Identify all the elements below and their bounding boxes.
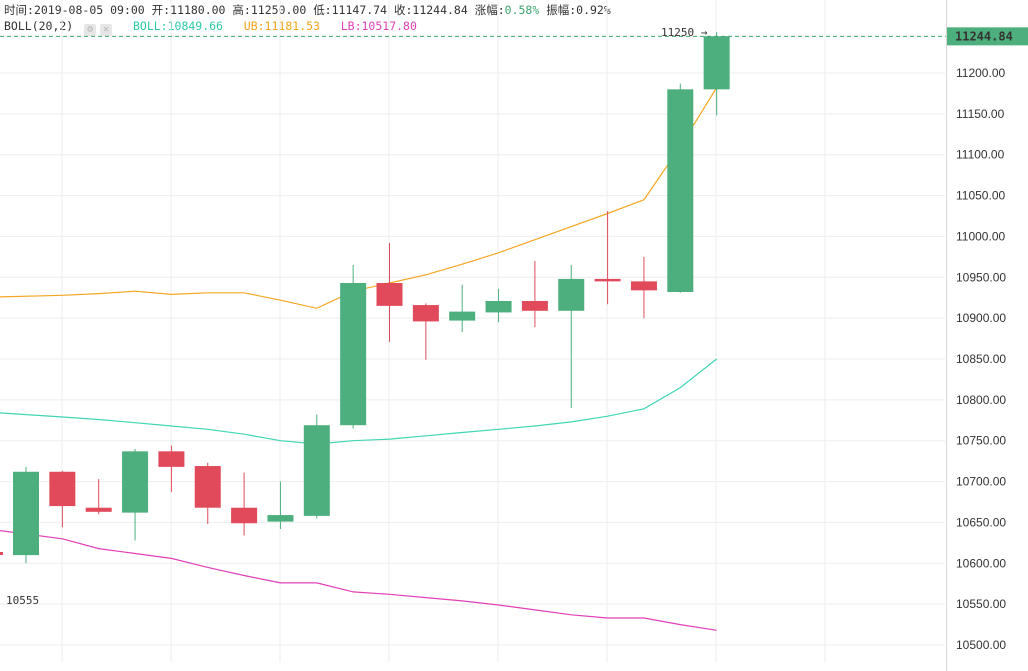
candle-body [667, 89, 694, 292]
close-label: 收: [393, 3, 413, 17]
candle-body [630, 281, 657, 291]
candle-body [194, 466, 221, 508]
lb-label: LB: [340, 19, 362, 33]
price-tick-label: 11000.00 [956, 229, 1005, 243]
low-marker: 10555 [6, 594, 39, 607]
candle-body [303, 425, 330, 516]
candle-body [158, 451, 185, 467]
candle-body [412, 305, 439, 322]
price-tick-label: 10800.00 [956, 393, 1006, 407]
high-label: 高: [232, 3, 251, 17]
open-label: 开: [151, 3, 171, 17]
low-marker-tick [0, 551, 3, 555]
indicator-name[interactable]: BOLL(20,2) [4, 19, 74, 33]
candle-body [231, 507, 258, 524]
price-tick-label: 10650.00 [956, 515, 1006, 529]
price-tick-label: 10700.00 [956, 475, 1006, 489]
price-tick-label: 11050.00 [956, 189, 1005, 203]
boll-value: 10849.66 [167, 19, 223, 33]
band-ub [0, 87, 718, 309]
candle-body [49, 471, 76, 507]
low-value: 11147.74 [331, 3, 388, 17]
price-tick-label: 11200.00 [956, 66, 1005, 80]
open-value: 11180.00 [170, 3, 226, 17]
candle-body [267, 515, 294, 522]
close-icon[interactable]: ✕ [100, 24, 113, 36]
price-tick-label: 10900.00 [956, 311, 1006, 325]
price-tick-label: 11100.00 [956, 148, 1005, 162]
price-tick-label: 10550.00 [956, 597, 1006, 611]
price-axis: 10500.00 10550.00 10600.00 10650.00 10700.00… [946, 0, 1006, 671]
candle-body [13, 471, 39, 556]
indicator-bar: BOLL(20,2) ⚙ ✕ BOLL:10849.66 UB:11181.53 … [4, 19, 417, 36]
boll-label: BOLL: [132, 19, 168, 33]
price-tick-label: 10600.00 [956, 556, 1006, 570]
candle-body [122, 451, 149, 513]
price-tick-label: 10850.00 [956, 352, 1006, 366]
bollinger-bands [0, 87, 718, 631]
high-value: 11250.00 [250, 3, 307, 17]
candle-body [85, 507, 112, 512]
price-tick-label: 10500.00 [956, 638, 1006, 652]
gear-icon[interactable]: ⚙ [84, 24, 97, 36]
ub-label: UB: [243, 19, 265, 33]
candle-body [340, 283, 367, 426]
band-boll [0, 358, 717, 445]
candle-body [521, 300, 548, 311]
time-label: 时间: [4, 3, 34, 17]
amplitude-value: 0.92% [576, 3, 611, 17]
change-value: 0.58% [504, 3, 540, 17]
last-price-badge-text: 11244.84 [955, 29, 1013, 43]
price-tick-label: 11150.00 [956, 107, 1005, 121]
candle-body [485, 300, 512, 313]
band-lb [0, 530, 717, 631]
last-price-badge [947, 27, 1028, 46]
candle-body [449, 311, 476, 321]
candles [13, 32, 730, 564]
change-label: 涨幅: [474, 3, 505, 17]
candle-body [703, 36, 730, 90]
low-label: 低: [313, 3, 332, 17]
amplitude-label: 振幅: [546, 3, 577, 17]
candle-body [376, 283, 403, 306]
ub-value: 11181.53 [264, 19, 320, 33]
chart-grid [0, 0, 945, 662]
high-marker: 11250 → [661, 26, 708, 39]
chart-overlay: 11244.84 11250 → 10555 [0, 26, 1028, 607]
candle-body [558, 278, 585, 311]
candle-body [594, 278, 621, 282]
price-tick-label: 10750.00 [956, 434, 1006, 448]
close-value: 11244.84 [412, 3, 468, 17]
price-tick-label: 10950.00 [956, 270, 1006, 284]
